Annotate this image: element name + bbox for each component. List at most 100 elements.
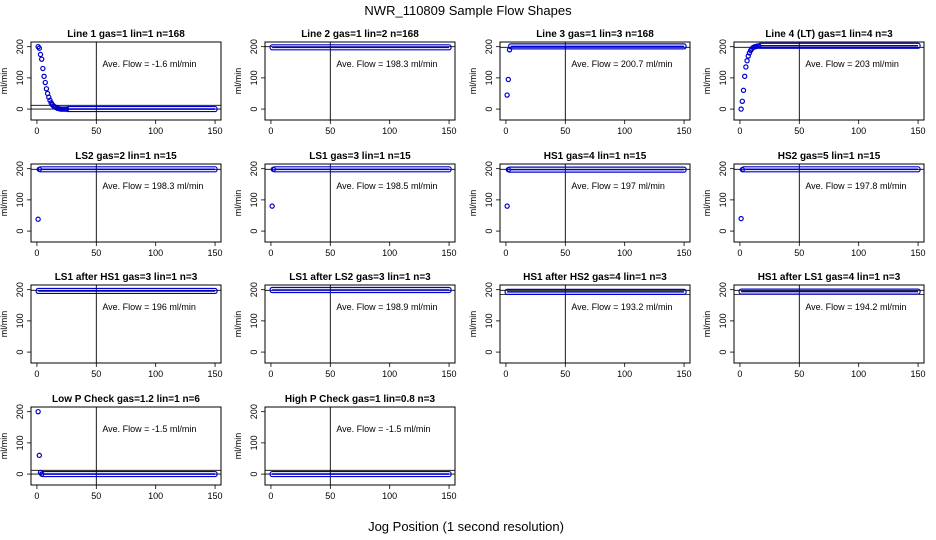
data-point: [36, 45, 43, 51]
ave-flow-annotation: Ave. Flow = 198.3 ml/min: [336, 59, 437, 69]
x-tick-label: 50: [560, 369, 570, 379]
chart-panel: LS1 after HS1 gas=3 lin=1 n=3 0 50 100 150 0 1…: [0, 272, 223, 379]
dense-point-band: [506, 166, 687, 173]
figure-title: NWR_110809 Sample Flow Shapes: [364, 3, 572, 18]
x-tick-label: 100: [851, 369, 866, 379]
plot-frame: [264, 406, 456, 486]
x-tick-label: 100: [148, 126, 163, 136]
data-series: [504, 288, 687, 295]
chart-panel: Line 3 gas=1 lin=3 n=168 0 50 100 150 0 100 200…: [468, 29, 692, 136]
y-tick-label: 100: [484, 192, 494, 207]
data-series: [269, 286, 452, 294]
x-tick-label: 100: [148, 248, 163, 258]
y-tick-label: 0: [249, 107, 259, 112]
y-axis-label: ml/min: [0, 311, 9, 338]
x-tick-label: 50: [794, 248, 804, 258]
dense-point-band: [504, 288, 687, 295]
x-tick-label: 0: [268, 369, 273, 379]
dense-point-band: [269, 44, 452, 51]
panel-title: Line 3 gas=1 lin=3 n=168: [536, 29, 654, 40]
dense-point-band: [740, 166, 921, 173]
ave-flow-annotation: Ave. Flow = 193.2 ml/min: [571, 302, 672, 312]
data-point: [741, 73, 748, 80]
data-point: [270, 166, 277, 173]
y-axis-label: ml/min: [702, 190, 712, 217]
x-tick-label: 0: [268, 491, 273, 501]
x-tick-label: 150: [442, 491, 457, 501]
figure-xlabel: Jog Position (1 second resolution): [368, 519, 564, 534]
data-series: [738, 166, 921, 222]
chart-panel: Line 4 (LT) gas=1 lin=4 n=3 0 50 100 150 0 100…: [702, 29, 926, 136]
panel-grid: Line 1 gas=1 lin=1 n=168 0 50 100 150 0 100 200…: [0, 29, 926, 501]
panel-title: HS1 after LS1 gas=4 lin=1 n=3: [758, 272, 901, 283]
data-point: [739, 98, 746, 104]
data-point: [269, 203, 275, 209]
data-series: [35, 408, 218, 478]
data-point: [745, 53, 751, 59]
x-tick-label: 50: [560, 126, 570, 136]
dense-point-band: [508, 43, 687, 50]
y-axis-label: ml/min: [233, 68, 243, 95]
x-tick-label: 150: [677, 369, 692, 379]
ave-flow-annotation: Ave. Flow = 196 ml/min: [102, 302, 196, 312]
panel-title: High P Check gas=1 lin=0.8 n=3: [285, 394, 436, 405]
x-tick-label: 0: [503, 248, 508, 258]
data-point: [35, 408, 41, 415]
y-axis-label: ml/min: [0, 190, 9, 217]
panel-title: Line 2 gas=1 lin=2 n=168: [301, 29, 419, 40]
panel-title: LS1 after HS1 gas=3 lin=1 n=3: [55, 272, 198, 283]
y-tick-label: 0: [15, 472, 25, 477]
y-tick-label: 200: [15, 39, 25, 54]
y-tick-label: 0: [249, 350, 259, 355]
y-tick-label: 200: [15, 404, 25, 419]
y-tick-label: 200: [718, 39, 728, 54]
data-series: [504, 166, 687, 209]
data-point: [505, 166, 512, 173]
y-tick-label: 100: [15, 192, 25, 207]
x-tick-label: 100: [617, 248, 632, 258]
y-tick-label: 100: [249, 192, 259, 207]
ave-flow-annotation: Ave. Flow = -1.6 ml/min: [102, 59, 196, 69]
plot-frame: [30, 163, 222, 243]
data-point: [36, 452, 43, 459]
y-tick-label: 0: [718, 350, 728, 355]
y-tick-label: 100: [15, 70, 25, 85]
x-tick-label: 0: [268, 248, 273, 258]
y-tick-label: 100: [484, 313, 494, 328]
x-tick-label: 150: [911, 248, 926, 258]
data-point: [756, 43, 762, 49]
x-tick-label: 0: [34, 491, 39, 501]
data-series: [35, 43, 218, 113]
plot-frame: [264, 41, 456, 121]
ave-flow-annotation: Ave. Flow = 198.9 ml/min: [336, 302, 437, 312]
x-tick-label: 0: [268, 126, 273, 136]
y-axis-label: ml/min: [702, 311, 712, 338]
y-tick-label: 200: [249, 282, 259, 297]
data-point: [743, 64, 749, 70]
x-tick-label: 100: [382, 248, 397, 258]
plot-frame: [30, 406, 222, 486]
data-series: [269, 44, 452, 51]
y-tick-label: 0: [484, 229, 494, 234]
data-point: [40, 65, 46, 72]
y-axis-label: ml/min: [468, 68, 478, 95]
data-point: [504, 203, 510, 209]
x-tick-label: 50: [794, 369, 804, 379]
y-tick-label: 200: [484, 282, 494, 297]
x-tick-label: 0: [34, 369, 39, 379]
plot-frame: [30, 284, 222, 364]
x-tick-label: 100: [382, 491, 397, 501]
chart-panel: HS1 gas=4 lin=1 n=15 0 50 100 150 0 100 200 ml/m…: [468, 151, 692, 258]
x-tick-label: 150: [677, 126, 692, 136]
x-tick-label: 0: [34, 126, 39, 136]
y-tick-label: 200: [15, 161, 25, 176]
y-tick-label: 100: [249, 435, 259, 450]
data-series: [738, 288, 921, 295]
ave-flow-annotation: Ave. Flow = 194.2 ml/min: [805, 302, 906, 312]
chart-panel: LS2 gas=2 lin=1 n=15 0 50 100 150 0 100 200 ml/m…: [0, 151, 223, 258]
ave-flow-annotation: Ave. Flow = 203 ml/min: [805, 59, 899, 69]
plot-frame: [30, 41, 222, 121]
y-tick-label: 0: [15, 107, 25, 112]
x-tick-label: 50: [794, 126, 804, 136]
